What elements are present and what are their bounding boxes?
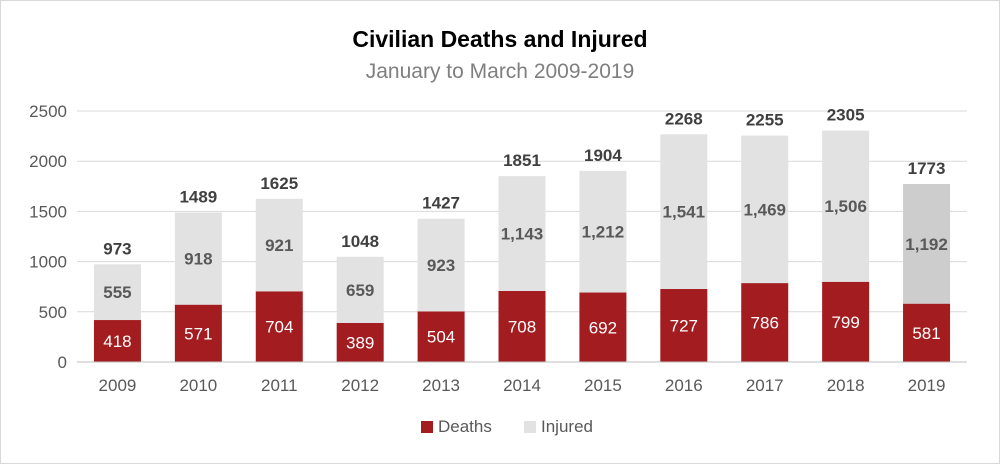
bar-deaths bbox=[660, 289, 708, 362]
x-tick-label: 2019 bbox=[908, 376, 946, 395]
data-label-total: 1625 bbox=[260, 174, 298, 193]
x-tick-label: 2016 bbox=[665, 376, 703, 395]
data-label-injured: 555 bbox=[103, 283, 131, 302]
bar-injured bbox=[579, 170, 627, 293]
bars: 418 555 973 571 918 1489 704 921 1625 389 659 1048 5… bbox=[93, 106, 951, 362]
data-label-total: 2305 bbox=[827, 106, 865, 125]
bar-injured bbox=[417, 218, 465, 312]
legend: Deaths Injured bbox=[421, 417, 593, 436]
data-label-deaths: 571 bbox=[184, 324, 212, 343]
legend-label-injured: Injured bbox=[541, 417, 593, 436]
data-label-injured: 923 bbox=[427, 256, 455, 275]
bar-deaths bbox=[579, 292, 627, 362]
bar-deaths bbox=[417, 311, 465, 362]
x-tick-label: 2012 bbox=[341, 376, 379, 395]
legend-swatch-injured bbox=[524, 421, 536, 433]
data-label-deaths: 389 bbox=[346, 333, 374, 352]
x-axis: 2009 2010 2011 2012 2013 2014 2015 2016 2017 2018… bbox=[77, 361, 967, 395]
y-tick-label: 1500 bbox=[29, 202, 67, 221]
data-label-total: 1851 bbox=[503, 151, 541, 170]
chart-title: Civilian Deaths and Injured bbox=[352, 26, 647, 52]
data-label-injured: 921 bbox=[265, 236, 293, 255]
data-label-deaths: 708 bbox=[508, 317, 536, 336]
data-label-total: 973 bbox=[103, 239, 131, 258]
data-label-total: 2268 bbox=[665, 109, 703, 128]
bar-injured bbox=[93, 264, 141, 321]
bar-deaths bbox=[93, 320, 141, 362]
data-label-total: 1489 bbox=[179, 188, 217, 207]
bar-injured bbox=[174, 212, 222, 305]
data-label-total: 2255 bbox=[746, 111, 784, 130]
bar-deaths bbox=[255, 291, 303, 362]
x-tick-label: 2015 bbox=[584, 376, 622, 395]
bar-deaths bbox=[336, 322, 384, 362]
data-label-deaths: 786 bbox=[751, 314, 779, 333]
data-label-injured: 1,192 bbox=[905, 235, 948, 254]
data-label-injured: 1,212 bbox=[582, 223, 625, 242]
x-tick-label: 2014 bbox=[503, 376, 541, 395]
data-label-deaths: 504 bbox=[427, 328, 455, 347]
chart-subtitle: January to March 2009-2019 bbox=[366, 60, 635, 83]
x-tick-label: 2013 bbox=[422, 376, 460, 395]
x-tick-label: 2017 bbox=[746, 376, 784, 395]
bar-injured bbox=[822, 130, 870, 282]
data-label-injured: 918 bbox=[184, 250, 212, 269]
bar-deaths bbox=[498, 290, 546, 362]
y-tick-label: 500 bbox=[39, 303, 67, 322]
y-tick-label: 0 bbox=[58, 353, 67, 372]
data-label-injured: 1,469 bbox=[743, 200, 786, 219]
data-label-total: 1773 bbox=[908, 159, 946, 178]
data-label-deaths: 727 bbox=[670, 317, 698, 336]
bar-deaths bbox=[174, 304, 222, 362]
x-tick-label: 2009 bbox=[99, 376, 137, 395]
x-tick-label: 2011 bbox=[261, 376, 298, 395]
y-tick-label: 1000 bbox=[29, 253, 67, 272]
y-tick-label: 2500 bbox=[29, 102, 67, 121]
legend-swatch-deaths bbox=[421, 421, 433, 433]
data-label-total: 1048 bbox=[341, 232, 379, 251]
data-label-deaths: 692 bbox=[589, 318, 617, 337]
data-label-deaths: 799 bbox=[831, 313, 859, 332]
data-label-injured: 659 bbox=[346, 281, 374, 300]
legend-label-deaths: Deaths bbox=[438, 417, 492, 436]
y-tick-label: 2000 bbox=[29, 152, 67, 171]
data-label-deaths: 418 bbox=[103, 332, 131, 351]
bar-injured bbox=[255, 198, 303, 292]
data-label-total: 1904 bbox=[584, 146, 622, 165]
data-label-injured: 1,506 bbox=[824, 197, 867, 216]
data-label-deaths: 704 bbox=[265, 318, 293, 337]
bar-injured bbox=[498, 176, 546, 291]
y-axis: 0 500 1000 1500 2000 2500 bbox=[29, 102, 67, 372]
data-label-injured: 1,143 bbox=[501, 225, 544, 244]
data-label-injured: 1,541 bbox=[663, 203, 706, 222]
x-tick-label: 2018 bbox=[827, 376, 865, 395]
data-label-total: 1427 bbox=[422, 194, 460, 213]
bar-deaths bbox=[741, 283, 789, 362]
bar-injured bbox=[660, 134, 708, 290]
bar-deaths bbox=[903, 303, 951, 362]
x-tick-label: 2010 bbox=[179, 376, 217, 395]
bar-injured bbox=[336, 256, 384, 323]
bar-deaths bbox=[822, 281, 870, 362]
data-label-deaths: 581 bbox=[912, 324, 940, 343]
bar-injured bbox=[903, 183, 951, 304]
bar-injured bbox=[741, 135, 789, 284]
